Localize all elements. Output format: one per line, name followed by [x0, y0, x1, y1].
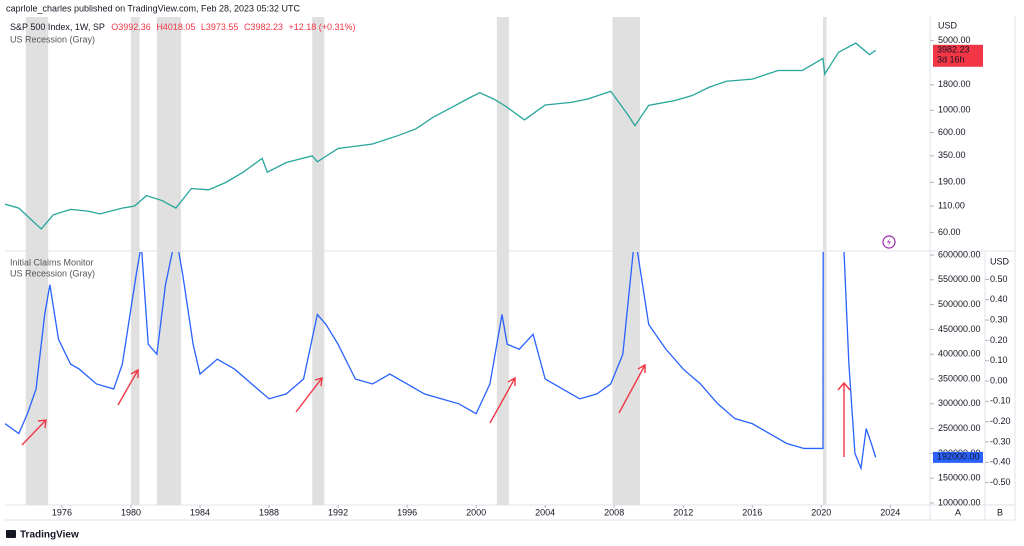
y-tick-label: 1000.00 — [938, 105, 971, 115]
arrow — [117, 368, 139, 406]
x-tick-label: 1988 — [259, 507, 279, 517]
recession-band — [156, 17, 182, 252]
last-price-badge — [933, 451, 983, 463]
arrow — [295, 377, 323, 413]
last-price-label: 3982.23 — [937, 45, 970, 55]
footer-brand: TradingView — [20, 530, 79, 541]
arrow — [837, 381, 851, 457]
recession-band — [496, 17, 509, 252]
x-tick-label: 2016 — [742, 507, 762, 517]
ohlc-high: H4018.05 — [156, 22, 195, 32]
footer-logo: TradingView — [6, 530, 79, 541]
recession-band — [312, 17, 325, 252]
last-price-badge — [933, 44, 983, 67]
recession-band — [130, 17, 140, 252]
x-tick-label: 2000 — [466, 507, 486, 517]
y2-tick-label: 0.20 — [990, 335, 1008, 345]
auto-scale-button[interactable]: A — [955, 507, 961, 517]
x-tick-label: 2012 — [673, 507, 693, 517]
ohlc-close: C3982.23 — [244, 22, 283, 32]
recession-band — [25, 17, 49, 252]
indicator-legend: US Recession (Gray) — [10, 34, 95, 44]
x-tick-label: 1976 — [52, 507, 72, 517]
x-tick-label: 1996 — [397, 507, 417, 517]
y2-tick-label: 0.10 — [990, 355, 1008, 365]
y-tick-label: 250000.00 — [938, 423, 981, 433]
countdown-label: 3d 16h — [937, 55, 965, 65]
y2-tick-label: -0.40 — [990, 457, 1011, 467]
y-tick-label: 450000.00 — [938, 324, 981, 334]
y-tick-label: 600.00 — [938, 127, 966, 137]
axis-unit: USD — [938, 20, 958, 30]
logo-mark — [6, 530, 16, 538]
panel-title: Initial Claims Monitor — [10, 257, 94, 267]
y-tick-label: 150000.00 — [938, 473, 981, 483]
y-tick-label: 500000.00 — [938, 299, 981, 309]
recession-band — [612, 252, 641, 505]
y2-tick-label: 0.50 — [990, 274, 1008, 284]
axis-unit: USD — [990, 256, 1010, 266]
recession-band — [496, 252, 509, 505]
last-price-label: 192000.00 — [937, 452, 980, 462]
bar-button[interactable]: B — [997, 507, 1003, 517]
ohlc-change: +12.18 (+0.31%) — [289, 22, 356, 32]
series-title: S&P 500 Index, 1W, SP — [10, 22, 105, 32]
y-tick-label: 60.00 — [938, 227, 961, 237]
series-layer — [5, 42, 877, 471]
y2-tick-label: -0.30 — [990, 436, 1011, 446]
arrow — [489, 376, 516, 424]
y-tick-label: 190.00 — [938, 177, 966, 187]
indicator-legend: US Recession (Gray) — [10, 268, 95, 278]
recession-band — [612, 17, 641, 252]
series-line — [5, 42, 877, 230]
y-tick-label: 350000.00 — [938, 373, 981, 383]
annotation-arrows — [21, 363, 851, 457]
y-tick-label: 600000.00 — [938, 249, 981, 259]
recession-band — [823, 17, 827, 252]
arrow — [21, 419, 47, 446]
y2-tick-label: 0.40 — [990, 294, 1008, 304]
y2-tick-label: -0.10 — [990, 396, 1011, 406]
y2-tick-label: -0.20 — [990, 416, 1011, 426]
ohlc-low: L3973.55 — [201, 22, 239, 32]
recession-band — [130, 252, 140, 505]
y-tick-label: 1800.00 — [938, 79, 971, 89]
alert-icon-bolt — [887, 238, 891, 246]
y-tick-label: 550000.00 — [938, 274, 981, 284]
top-legend: S&P 500 Index, 1W, SP O3992.36 H4018.05 … — [10, 22, 356, 32]
y-tick-label: 5000.00 — [938, 35, 971, 45]
series-line — [5, 252, 877, 471]
x-tick-label: 2024 — [880, 507, 900, 517]
y-tick-label: 100000.00 — [938, 497, 981, 507]
y-tick-label: 110.00 — [938, 200, 965, 210]
x-tick-label: 2004 — [535, 507, 555, 517]
y-tick-label: 300000.00 — [938, 398, 981, 408]
ohlc-open: O3992.36 — [111, 22, 151, 32]
y2-tick-label: 0.30 — [990, 314, 1008, 324]
x-tick-label: 1984 — [190, 507, 210, 517]
recession-band — [156, 252, 182, 505]
y2-tick-label: -0.50 — [990, 477, 1011, 487]
recession-band — [823, 252, 827, 505]
y2-tick-label: 0.00 — [990, 375, 1008, 385]
arrow — [618, 363, 646, 414]
x-tick-label: 2020 — [811, 507, 831, 517]
y-tick-label: 350.00 — [938, 150, 966, 160]
header: caprlole_charles published on TradingVie… — [6, 3, 301, 13]
x-tick-label: 1980 — [121, 507, 141, 517]
y-tick-label: 400000.00 — [938, 349, 981, 359]
alert-icon[interactable] — [882, 235, 896, 249]
x-tick-label: 2008 — [604, 507, 624, 517]
x-tick-label: 1992 — [328, 507, 348, 517]
